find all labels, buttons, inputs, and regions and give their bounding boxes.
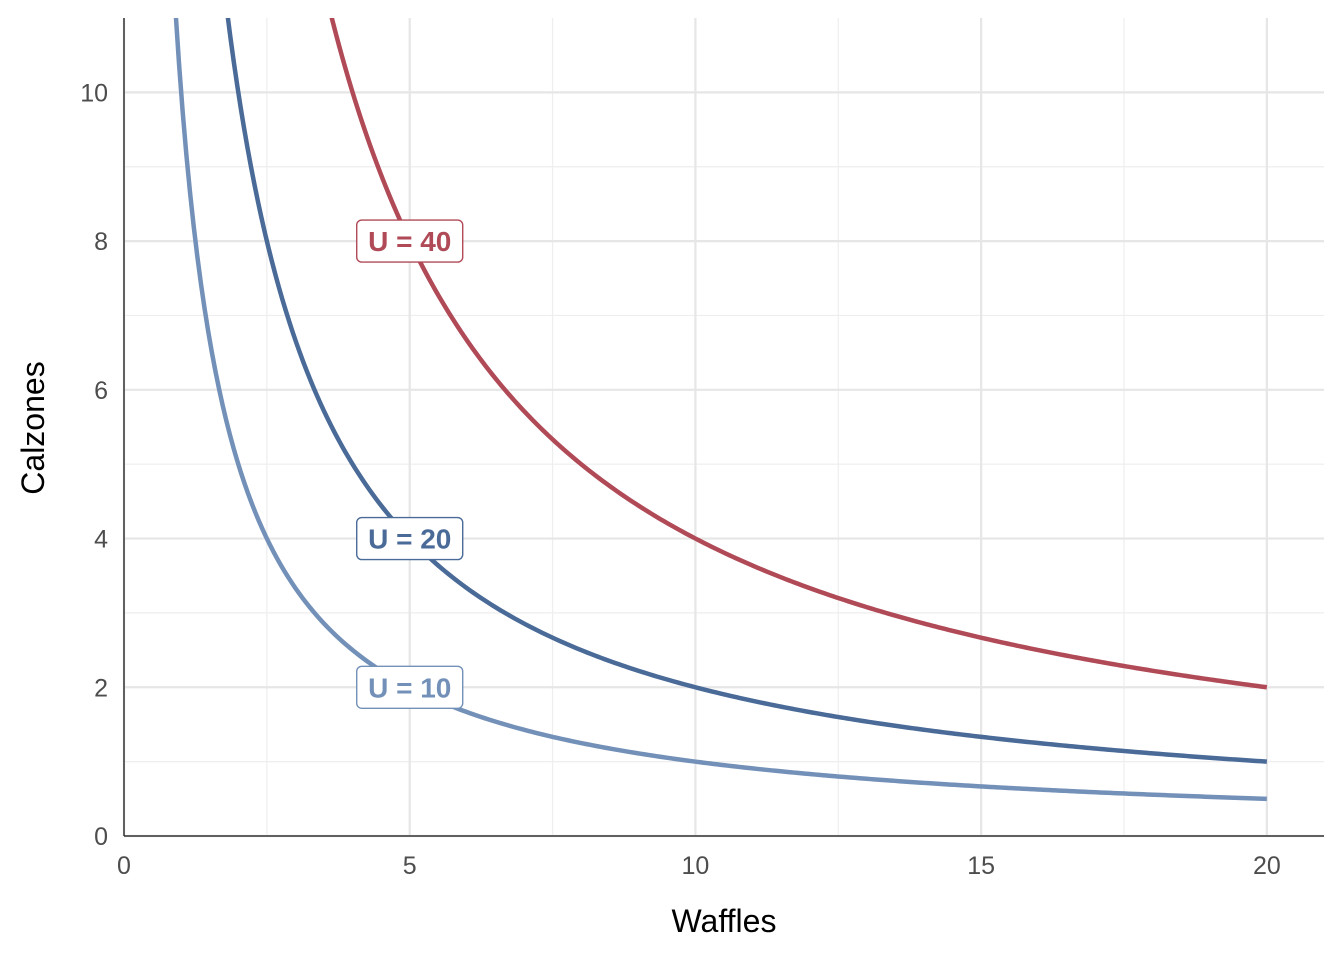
curve-label-box (356, 516, 464, 561)
y-tick-label: 0 (94, 823, 108, 851)
x-tick-label: 10 (682, 852, 710, 880)
y-axis-title: Calzones (15, 361, 51, 494)
x-tick-label: 20 (1253, 852, 1281, 880)
curve-label-box (356, 219, 464, 263)
curve-label-text: U = 40 (368, 226, 451, 257)
curve-line-2 (225, 18, 1268, 764)
grid-lines (122, 18, 1324, 838)
tick-labels: 0 5 10 15 20 0 2 4 6 8 10 (80, 79, 1281, 880)
x-tick-label: 0 (117, 852, 131, 880)
axes (123, 18, 1324, 837)
curve-labels: U = 10 U = 20 U = 40 (356, 219, 464, 709)
curve-line-1 (173, 18, 1267, 802)
curves (173, 18, 1268, 802)
curve-label-box (356, 665, 464, 709)
y-tick-label: 8 (94, 228, 108, 256)
curve-label-text: U = 10 (368, 672, 451, 703)
y-tick-label: 2 (94, 674, 108, 702)
y-tick-label: 4 (94, 526, 108, 554)
x-tick-label: 15 (967, 852, 995, 880)
y-tick-label: 6 (94, 377, 108, 405)
x-axis-title: Waffles (672, 903, 777, 939)
curve-line-3 (329, 18, 1268, 690)
curve-label-text: U = 20 (368, 524, 451, 555)
x-tick-label: 5 (403, 852, 417, 880)
y-tick-label: 10 (80, 79, 108, 107)
